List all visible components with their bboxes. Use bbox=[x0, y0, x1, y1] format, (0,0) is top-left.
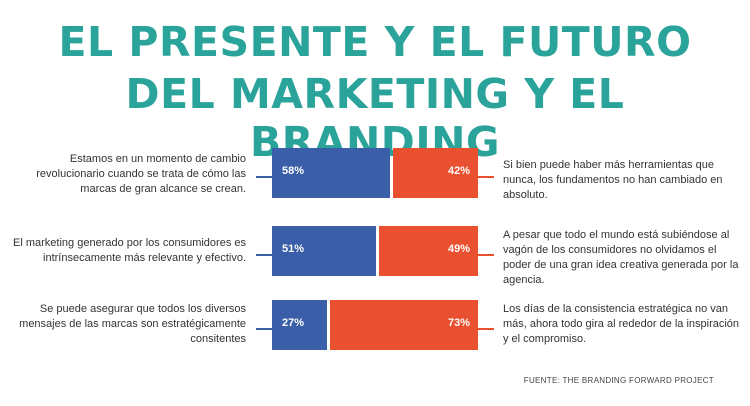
left-connector-2 bbox=[256, 254, 272, 256]
right-statement-3: Los días de la consistencia estratégica … bbox=[503, 303, 740, 345]
page-title-line-2: DEL MARKETING Y EL BRANDING bbox=[125, 70, 625, 166]
bar-label-left-1: 58% bbox=[282, 165, 305, 177]
bar-segment-left-3: 27% bbox=[272, 300, 327, 350]
bar-label-right-1: 42% bbox=[447, 165, 470, 177]
left-connector-1 bbox=[256, 176, 272, 178]
right-statement-1: Si bien puede haber más herramientas que… bbox=[503, 159, 723, 201]
bar-label-left-3: 27% bbox=[282, 317, 305, 329]
left-statement-2: El marketing generado por los consumidor… bbox=[13, 237, 246, 264]
right-connector-3 bbox=[478, 328, 494, 330]
left-statement-1: Estamos en un momento de cambio revoluci… bbox=[36, 153, 246, 195]
bar-segment-right-3: 73% bbox=[330, 300, 478, 350]
right-connector-2 bbox=[478, 254, 494, 256]
bar-segment-right-1: 42% bbox=[393, 148, 478, 198]
left-connector-3 bbox=[256, 328, 272, 330]
bar-label-right-2: 49% bbox=[447, 243, 470, 255]
bar-label-right-3: 73% bbox=[447, 317, 470, 329]
page-title-line-1: EL PRESENTE Y EL FUTURO bbox=[58, 18, 692, 66]
bar-2: 51% 49% bbox=[272, 226, 478, 276]
chart-row-1: Estamos en un momento de cambio revoluci… bbox=[0, 148, 750, 208]
right-statement-2: A pesar que todo el mundo está subiéndos… bbox=[503, 229, 739, 286]
bar-1: 58% 42% bbox=[272, 148, 478, 198]
chart-row-3: Se puede asegurar que todos los diversos… bbox=[0, 300, 750, 360]
chart-row-2: El marketing generado por los consumidor… bbox=[0, 226, 750, 286]
left-statement-3: Se puede asegurar que todos los diversos… bbox=[19, 303, 246, 345]
source-note: FUENTE: THE BRANDING FORWARD PROJECT bbox=[523, 376, 714, 385]
bar-segment-left-1: 58% bbox=[272, 148, 390, 198]
bar-segment-right-2: 49% bbox=[379, 226, 478, 276]
right-connector-1 bbox=[478, 176, 494, 178]
bar-segment-left-2: 51% bbox=[272, 226, 376, 276]
bar-label-left-2: 51% bbox=[282, 243, 305, 255]
bar-3: 27% 73% bbox=[272, 300, 478, 350]
